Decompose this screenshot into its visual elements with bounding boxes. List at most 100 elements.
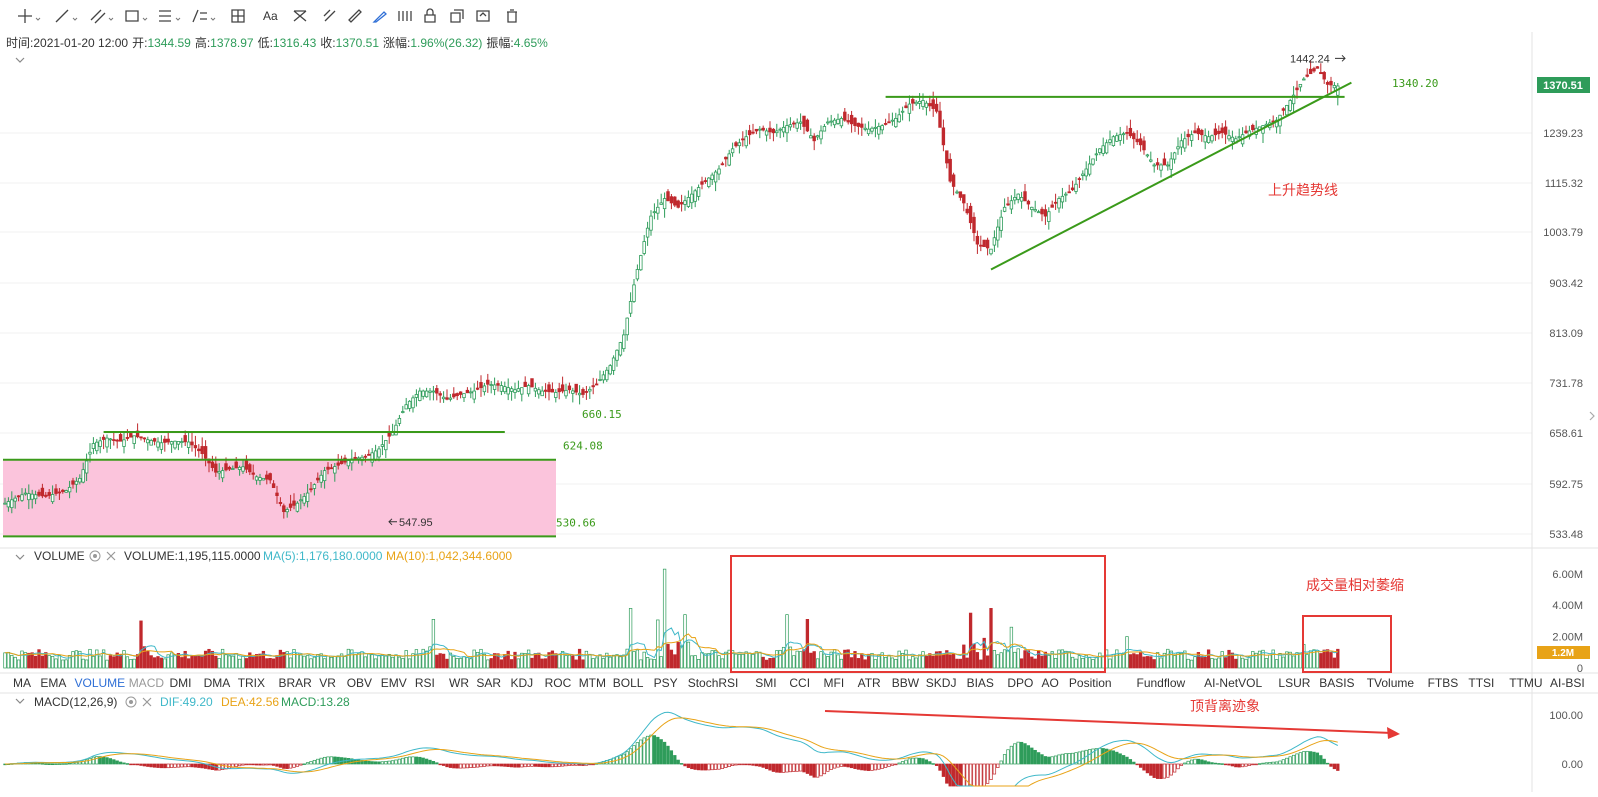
tab-skdj[interactable]: SKDJ (926, 676, 957, 690)
volume-bar (305, 655, 310, 669)
fib-levels-tool-icon[interactable] (159, 10, 181, 22)
screenshot-tool-icon[interactable] (476, 10, 490, 22)
tab-bbw[interactable]: BBW (892, 676, 920, 690)
collapse-chevron-icon[interactable] (15, 57, 25, 63)
tab-ai-bsi[interactable]: AI-BSI (1550, 676, 1585, 690)
tab-position[interactable]: Position (1069, 676, 1112, 690)
tab-wr[interactable]: WR (449, 676, 469, 690)
pattern-tool-icon[interactable] (293, 10, 307, 22)
tab-ma[interactable]: MA (13, 676, 31, 690)
volume-bar (775, 650, 779, 669)
tab-ao[interactable]: AO (1042, 676, 1059, 690)
macd-close-icon[interactable] (142, 697, 152, 707)
tab-rsi[interactable]: RSI (415, 676, 435, 690)
candle-body (581, 389, 585, 395)
tab-lsur[interactable]: LSUR (1278, 676, 1310, 690)
volume-bar (863, 659, 867, 669)
volume-bar (659, 656, 663, 669)
volume-bar (1179, 652, 1184, 669)
tab-dma[interactable]: DMA (204, 676, 231, 690)
tab-stochrsi[interactable]: StochRSI (688, 676, 739, 690)
tab-mfi[interactable]: MFI (824, 676, 845, 690)
dropdown-caret-icon[interactable] (142, 17, 148, 21)
tab-sar[interactable]: SAR (476, 676, 501, 690)
macd-bar (1030, 747, 1034, 765)
clone-tool-icon[interactable] (450, 9, 464, 23)
fib-tool-icon[interactable] (192, 9, 216, 23)
measure-tool-icon[interactable] (231, 9, 245, 23)
candle-down (197, 444, 201, 458)
tab-psy[interactable]: PSY (654, 676, 678, 690)
dropdown-caret-icon[interactable] (108, 17, 114, 21)
volume-bar (1087, 657, 1092, 669)
horizontal-levels[interactable] (3, 95, 1345, 538)
candle-body (1128, 127, 1133, 137)
volume-collapse-chevron-icon[interactable] (15, 554, 25, 560)
candle-up (618, 341, 623, 357)
tab-volume[interactable]: VOLUME (75, 676, 126, 690)
parallel-channel-tool-icon[interactable] (90, 9, 114, 24)
tab-dmi[interactable]: DMI (170, 676, 192, 690)
tab-mtm[interactable]: MTM (579, 676, 606, 690)
tab-bias[interactable]: BIAS (967, 676, 994, 690)
tab-obv[interactable]: OBV (347, 676, 372, 690)
tab-tvolume[interactable]: TVolume (1367, 676, 1415, 690)
tab-trix[interactable]: TRIX (238, 676, 265, 690)
tab-fundflow[interactable]: Fundflow (1137, 676, 1186, 690)
dropdown-caret-icon[interactable] (175, 17, 181, 21)
volume-bar (203, 650, 208, 669)
tab-vr[interactable]: VR (319, 676, 336, 690)
candle-down (1308, 60, 1313, 75)
tab-dpo[interactable]: DPO (1007, 676, 1033, 690)
rectangle-tool-icon[interactable] (125, 10, 148, 22)
candle-body (1244, 130, 1248, 134)
text-tool-icon[interactable]: Aa (263, 9, 278, 23)
crosshair-tool-icon[interactable] (18, 9, 41, 23)
tab-ttsi[interactable]: TTSI (1468, 676, 1494, 690)
lock-tool-icon[interactable] (424, 8, 436, 23)
dropdown-caret-icon[interactable] (72, 17, 78, 21)
scroll-right-chevron-icon[interactable] (1589, 411, 1595, 421)
tab-brar[interactable]: BRAR (279, 676, 313, 690)
volume-bar (917, 654, 922, 669)
macd-collapse-chevron-icon[interactable] (15, 698, 25, 704)
tab-smi[interactable]: SMI (755, 676, 776, 690)
tab-ai-netvol[interactable]: AI-NetVOL (1204, 676, 1262, 690)
candle-body (513, 389, 517, 393)
dropdown-caret-icon[interactable] (35, 17, 41, 21)
tab-boll[interactable]: BOLL (613, 676, 644, 690)
macd-bar (469, 763, 473, 769)
volume-close-icon[interactable] (106, 551, 116, 561)
candle-up (220, 467, 225, 483)
tab-roc[interactable]: ROC (545, 676, 572, 690)
candle-down (387, 425, 391, 444)
tab-ftbs[interactable]: FTBS (1428, 676, 1459, 690)
candle-up (285, 507, 289, 518)
tab-ttmu[interactable]: TTMU (1509, 676, 1542, 690)
tab-macd[interactable]: MACD (129, 676, 165, 690)
brush-tool-icon[interactable] (323, 9, 336, 22)
trendline-tool-icon[interactable] (55, 9, 78, 23)
dropdown-caret-icon[interactable] (210, 17, 216, 21)
pencil-tool-icon[interactable] (372, 11, 387, 23)
candle-body (424, 390, 429, 398)
macd-bar (1329, 763, 1333, 767)
uptrend-line[interactable] (990, 81, 1352, 271)
tab-emv[interactable]: EMV (381, 676, 407, 690)
tab-cci[interactable]: CCI (789, 676, 810, 690)
delete-tool-icon[interactable] (507, 9, 517, 23)
candle-body (193, 445, 198, 449)
tab-kdj[interactable]: KDJ (511, 676, 534, 690)
volume-bar (642, 651, 646, 669)
tab-atr[interactable]: ATR (858, 676, 881, 690)
macd-bar (1115, 751, 1119, 765)
volume-settings-icon[interactable] (89, 550, 101, 562)
ruler-tool-icon[interactable] (348, 9, 362, 23)
macd-bar (890, 763, 895, 766)
bars-tool-icon[interactable] (398, 11, 412, 21)
volume-bar (618, 656, 623, 669)
tab-ema[interactable]: EMA (40, 676, 66, 690)
tab-basis[interactable]: BASIS (1319, 676, 1354, 690)
macd-settings-icon[interactable] (125, 696, 137, 708)
candle-up (914, 100, 918, 106)
